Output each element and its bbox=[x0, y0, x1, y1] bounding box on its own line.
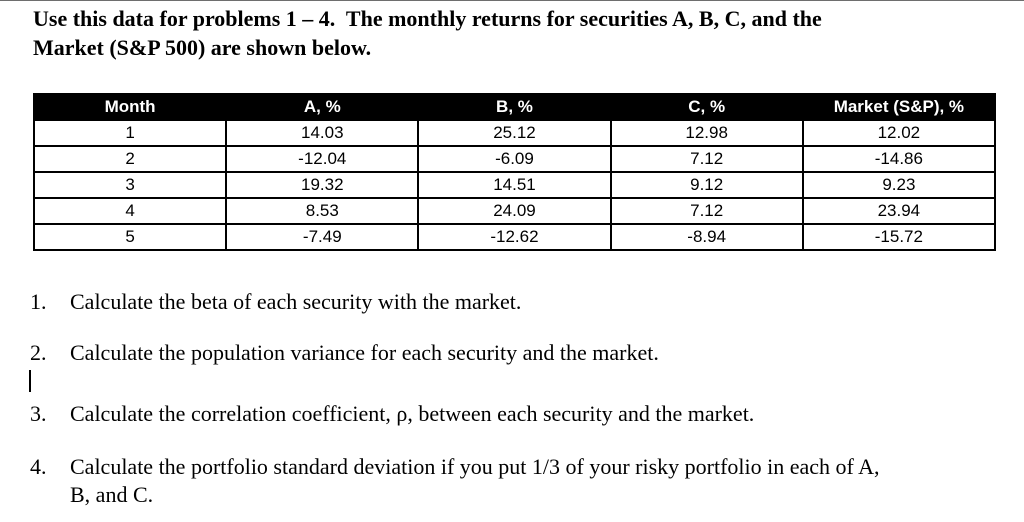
intro-text-line-1: Use this data for problems 1 – 4. The mo… bbox=[33, 6, 822, 31]
problem-item-1: 1. Calculate the beta of each security w… bbox=[30, 288, 521, 316]
problem-text: Calculate the population variance for ea… bbox=[70, 340, 659, 365]
table-cell-month: 4 bbox=[32, 197, 228, 225]
table-row: 5 -7.49 -12.62 -8.94 -15.72 bbox=[32, 223, 997, 251]
table-header-row: Month A, % B, % C, % Market (S&P), % bbox=[32, 93, 997, 121]
problem-number: 1. bbox=[30, 289, 47, 314]
table-row: 1 14.03 25.12 12.98 12.02 bbox=[32, 119, 997, 147]
problem-text: Calculate the beta of each security with… bbox=[70, 289, 522, 314]
problem-number: 2. bbox=[30, 340, 47, 365]
table-cell-c: 9.12 bbox=[609, 171, 804, 199]
col-header-b: B, % bbox=[417, 93, 612, 121]
problem-item-3: 3. Calculate the correlation coefficient… bbox=[30, 400, 754, 428]
table-cell-a: 19.32 bbox=[225, 171, 420, 199]
table-cell-month: 5 bbox=[32, 223, 228, 251]
table-cell-a: 8.53 bbox=[225, 197, 420, 225]
table-cell-a: -7.49 bbox=[225, 223, 420, 251]
table-cell-market: 23.94 bbox=[801, 197, 997, 225]
table-cell-c: 7.12 bbox=[609, 145, 804, 173]
col-header-market: Market (S&P), % bbox=[801, 93, 997, 121]
table-cell-market: -14.86 bbox=[801, 145, 997, 173]
intro-text: Use this data for problems 1 – 4. The mo… bbox=[33, 4, 822, 62]
table-cell-month: 1 bbox=[32, 119, 228, 147]
table-row: 2 -12.04 -6.09 7.12 -14.86 bbox=[32, 145, 997, 173]
table-cell-market: 9.23 bbox=[801, 171, 997, 199]
table-cell-b: -6.09 bbox=[417, 145, 612, 173]
table-cell-a: 14.03 bbox=[225, 119, 420, 147]
table-row: 4 8.53 24.09 7.12 23.94 bbox=[32, 197, 997, 225]
table-cell-c: -8.94 bbox=[609, 223, 804, 251]
top-edge-line bbox=[0, 0, 1024, 1]
table-cell-c: 12.98 bbox=[609, 119, 804, 147]
problem-number: 3. bbox=[30, 401, 47, 426]
table-row: 3 19.32 14.51 9.12 9.23 bbox=[32, 171, 997, 199]
problem-number: 4. bbox=[30, 454, 47, 479]
problem-item-2: 2. Calculate the population variance for… bbox=[30, 339, 659, 367]
col-header-a: A, % bbox=[225, 93, 420, 121]
monthly-returns-table: Month A, % B, % C, % Market (S&P), % 1 1… bbox=[32, 93, 997, 251]
table-cell-b: 14.51 bbox=[417, 171, 612, 199]
col-header-month: Month bbox=[32, 93, 228, 121]
problem-text: Calculate the portfolio standard deviati… bbox=[70, 454, 880, 507]
table-cell-a: -12.04 bbox=[225, 145, 420, 173]
problem-text: Calculate the correlation coefficient, ρ… bbox=[70, 401, 755, 426]
table-cell-market: -15.72 bbox=[801, 223, 997, 251]
table-cell-b: 24.09 bbox=[417, 197, 612, 225]
text-cursor bbox=[29, 370, 31, 392]
table-cell-month: 2 bbox=[32, 145, 228, 173]
table-cell-market: 12.02 bbox=[801, 119, 997, 147]
table-cell-b: 25.12 bbox=[417, 119, 612, 147]
intro-text-line-2: Market (S&P 500) are shown below. bbox=[33, 35, 372, 60]
problem-item-4: 4. Calculate the portfolio standard devi… bbox=[30, 453, 880, 509]
table-cell-c: 7.12 bbox=[609, 197, 804, 225]
table-cell-month: 3 bbox=[32, 171, 228, 199]
table-cell-b: -12.62 bbox=[417, 223, 612, 251]
col-header-c: C, % bbox=[609, 93, 804, 121]
